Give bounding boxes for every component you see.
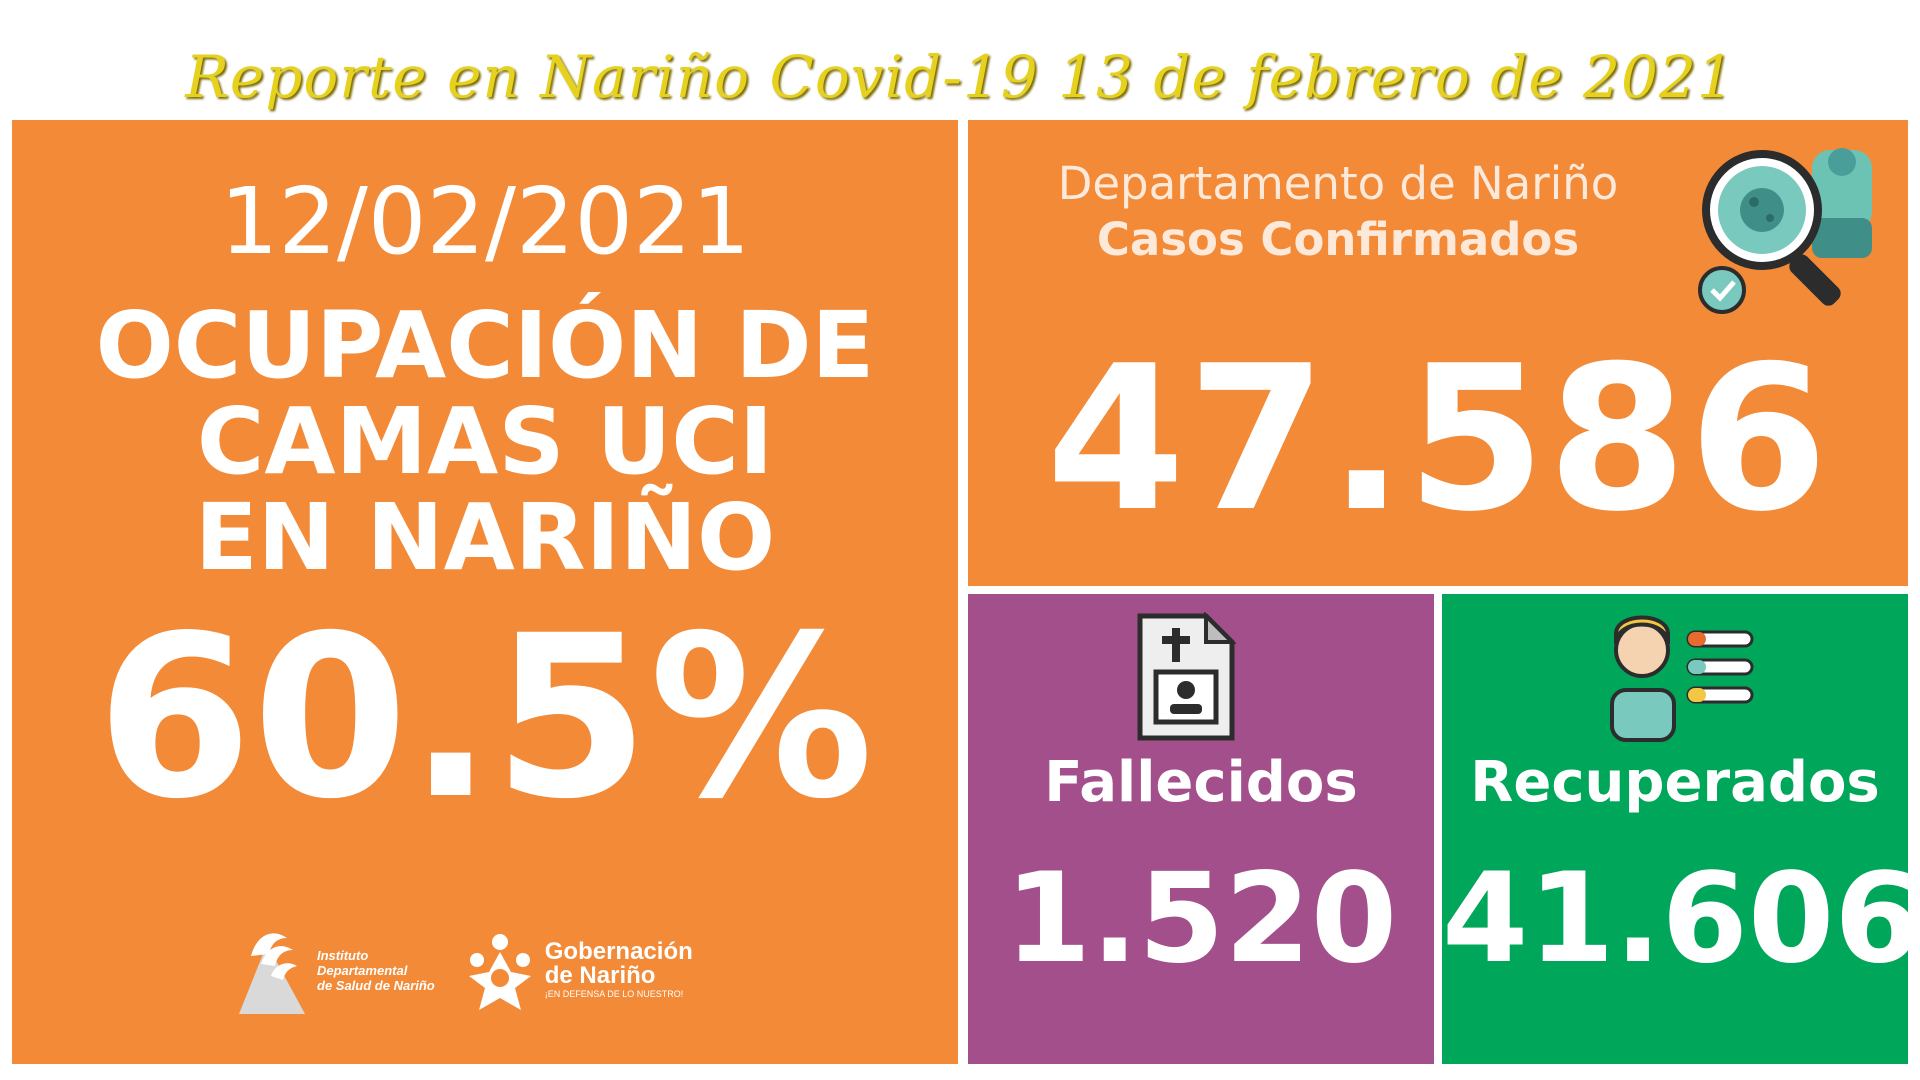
gobernacion-logo: Gobernación de Nariño ¡EN DEFENSA DE LO … <box>465 928 693 1012</box>
gobernacion-text: Gobernación de Nariño ¡EN DEFENSA DE LO … <box>545 940 693 1000</box>
recovered-patient-icon <box>1610 615 1754 742</box>
icu-heading-line: OCUPACIÓN DE <box>95 292 875 399</box>
ids-emblem-icon <box>239 933 305 1014</box>
ids-logo-text: Instituto Departamental de Salud de Nari… <box>317 948 435 993</box>
gobernacion-title-line: de Nariño <box>544 962 656 989</box>
ids-logo-line: Instituto <box>317 947 369 963</box>
deaths-value: 1.520 <box>1004 847 1398 991</box>
deaths-panel: Fallecidos 1.520 <box>968 594 1434 1064</box>
confirmed-cases-panel: Departamento de Nariño Casos Confirmados… <box>968 120 1908 586</box>
report-date: 12/02/2021 <box>219 168 751 275</box>
confirmed-cases-value: 47.586 <box>1046 323 1830 556</box>
ids-logo: Instituto Departamental de Salud de Nari… <box>237 924 435 1016</box>
gobernacion-star-icon <box>468 934 531 1010</box>
deaths-label: Fallecidos <box>1044 750 1358 815</box>
ids-logo-line: de Salud de Nariño <box>317 977 435 993</box>
logos-row: Instituto Departamental de Salud de Nari… <box>237 910 757 1030</box>
gobernacion-title-line: Gobernación <box>544 938 693 965</box>
icu-heading-line: EN NARIÑO <box>194 484 776 591</box>
icu-heading: OCUPACIÓN DE CAMAS UCI EN NARIÑO <box>12 298 958 586</box>
department-label: Departamento de Nariño <box>1057 157 1619 210</box>
ids-logo-line: Departamental <box>317 962 408 978</box>
icu-heading-line: CAMAS UCI <box>196 388 774 495</box>
report-title: Reporte en Nariño Covid-19 13 de febrero… <box>185 43 1735 111</box>
recovered-panel: Recuperados 41.606 <box>1442 594 1920 1064</box>
icu-occupancy-panel: 12/02/2021 OCUPACIÓN DE CAMAS UCI EN NAR… <box>12 120 958 1064</box>
death-certificate-icon <box>1137 612 1236 741</box>
virus-magnifier-icon <box>1698 148 1872 314</box>
icu-occupancy-value: 60.5% <box>96 587 874 848</box>
recovered-label: Recuperados <box>1470 750 1880 815</box>
gobernacion-slogan: ¡EN DEFENSA DE LO NUESTRO! <box>544 989 684 999</box>
recovered-value: 41.606 <box>1442 847 1920 991</box>
confirmed-label: Casos Confirmados <box>1096 213 1580 266</box>
confirmed-cases-label: Departamento de Nariño Casos Confirmados <box>998 156 1678 268</box>
